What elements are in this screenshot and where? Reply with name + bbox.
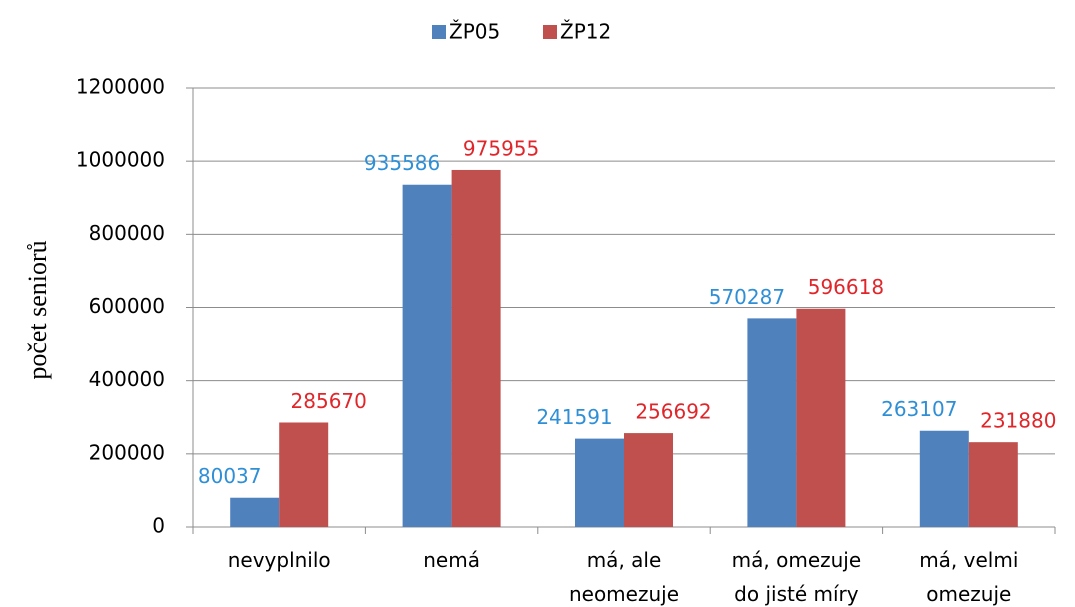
bar xyxy=(575,438,624,527)
y-tick-label: 0 xyxy=(152,514,165,538)
data-label: 570287 xyxy=(709,285,785,309)
x-tick-label: nevyplnilo xyxy=(228,548,331,572)
y-tick-label: 1000000 xyxy=(76,148,165,172)
x-tick-label: nemá xyxy=(423,548,480,572)
data-label: 935586 xyxy=(364,151,440,175)
data-label: 285670 xyxy=(291,389,367,413)
y-tick-label: 600000 xyxy=(89,294,165,318)
data-label: 263107 xyxy=(881,397,957,421)
bar xyxy=(796,308,846,527)
data-label: 975955 xyxy=(463,136,539,160)
bar xyxy=(279,422,329,527)
y-tick-label: 800000 xyxy=(89,221,165,245)
y-tick-label: 200000 xyxy=(89,440,165,464)
bar xyxy=(919,430,969,527)
data-label: 241591 xyxy=(536,405,612,429)
data-label: 596618 xyxy=(808,275,884,299)
legend-swatch xyxy=(432,25,446,39)
bar xyxy=(624,433,673,527)
data-label: 256692 xyxy=(635,400,711,424)
x-tick-label: má, ale neomezuje xyxy=(569,548,679,606)
y-tick-label: 400000 xyxy=(89,367,165,391)
bar xyxy=(747,318,797,527)
bar xyxy=(402,184,452,528)
bar xyxy=(968,442,1018,527)
x-tick-label: má, velmi omezuje xyxy=(919,548,1018,606)
bar xyxy=(230,497,280,527)
bar xyxy=(451,169,501,527)
y-tick-label: 1200000 xyxy=(76,75,165,99)
legend-label: ŽP05 xyxy=(449,20,500,44)
x-tick-label: má, omezuje do jisté míry xyxy=(732,548,862,606)
data-label: 231880 xyxy=(980,409,1056,433)
data-label: 80037 xyxy=(198,464,262,488)
legend-label: ŽP12 xyxy=(560,20,611,44)
legend-swatch xyxy=(543,25,557,39)
y-axis-label: počet seniorů xyxy=(23,240,52,379)
